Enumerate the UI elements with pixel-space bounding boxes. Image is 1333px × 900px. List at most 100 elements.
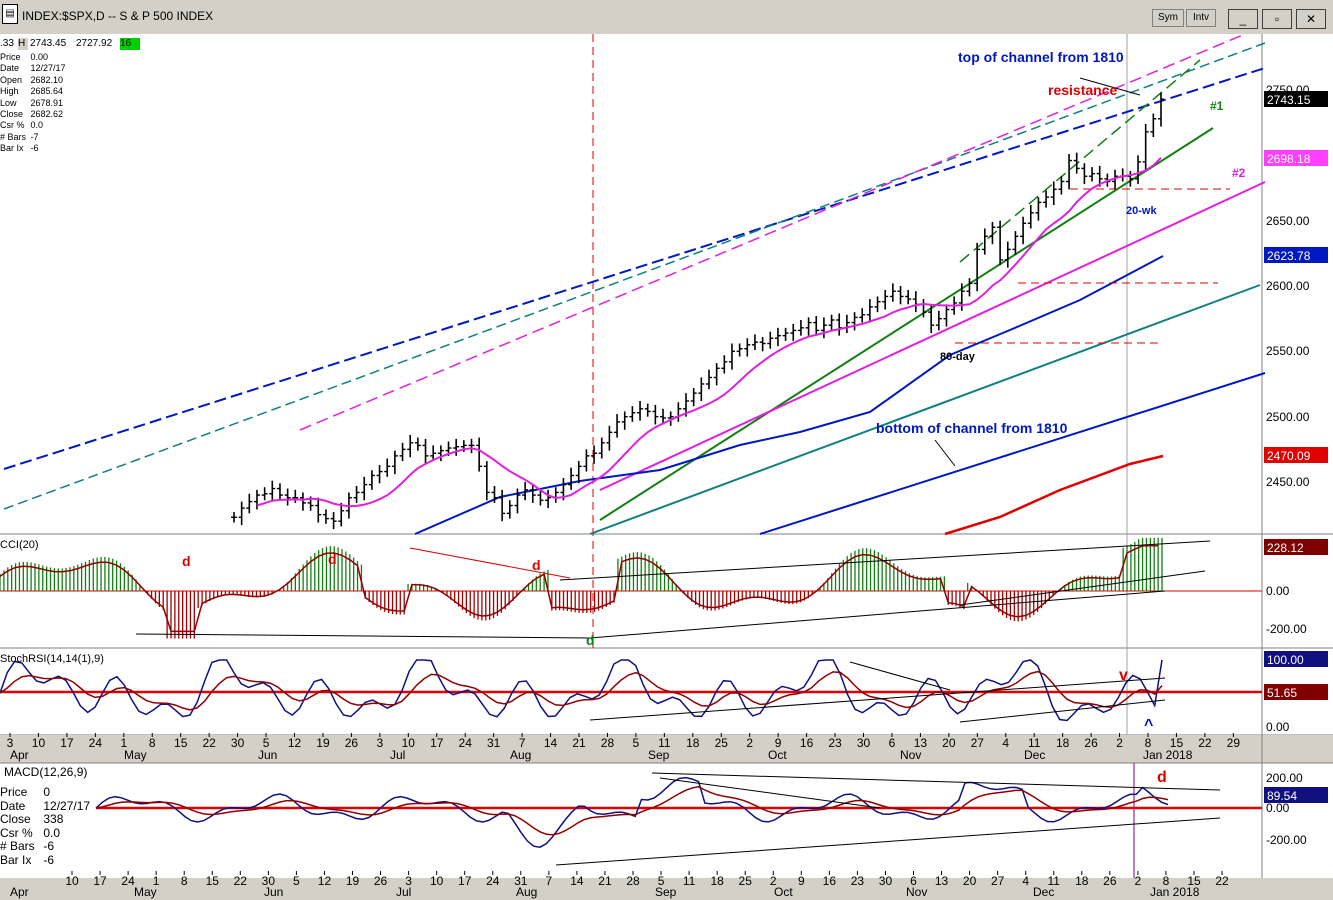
date-tick-label: 22 [202,736,216,750]
header-high-flag: H [18,38,28,50]
date-tick-label: 22 [234,874,248,888]
red-ma-flag-text: 2470.09 [1267,449,1311,463]
price-tick: 2550.00 [1266,344,1310,358]
date-tick-label: 9 [775,736,782,750]
header-high-value: 2743.45 [30,38,74,50]
macd-info-value: -6 [43,839,55,854]
month-label: May [134,885,157,899]
date-tick-label: 10 [430,874,444,888]
trend-line-1 [599,127,1214,521]
date-tick-label: 4 [1022,874,1029,888]
teal-trend-line [589,284,1261,535]
date-tick-label: 28 [601,736,615,750]
info-key: # Bars [0,131,27,142]
date-tick-label: 23 [851,874,865,888]
month-label: Jul [390,748,405,762]
cci-trend-line [409,547,571,579]
date-tick-label: 15 [174,736,188,750]
magenta-dashed-line [299,34,1246,431]
rsi-caret-marker: ^ [1144,717,1153,734]
macd-panel-title: MACD(12,26,9) [4,765,87,779]
date-tick-label: 19 [316,736,330,750]
intv-button[interactable]: Intv [1186,9,1216,27]
rsi-trend-line [849,661,951,691]
sym-button[interactable]: Sym [1152,9,1184,27]
header-low-value: 2727.92 [76,38,120,50]
date-tick-label: 2 [746,736,753,750]
date-tick-label: 18 [710,874,724,888]
macd-info-panel: Price 0 Date 12/27/17 Close 338 Csr % 0.0 # … [0,785,90,868]
month-label: Sep [648,748,670,762]
cursor-info-panel: Price 0.00 Date 12/27/17 Open 2682.10 High … [0,52,140,155]
macd-info-value: -6 [43,852,55,867]
month-label: Oct [768,748,787,762]
maximize-button[interactable]: ▫ [1262,9,1292,29]
month-label: Nov [900,748,921,762]
chart-canvas[interactable]: top of channel from 1810 resistance bott… [0,34,1333,900]
info-value: -7 [30,131,39,142]
month-label: Dec [1024,748,1045,762]
macd-date-axis: 10 17 24 1 8 15 22 30 5 12 19 26 3 10 17 24 31 7 14 21 28 5 11… [10,871,1229,899]
date-tick-label: 9 [798,874,805,888]
price-panel [0,34,1262,534]
date-tick-label: 22 [1215,874,1229,888]
bottom-channel-line [759,372,1266,535]
info-row: Low 2678.91 [0,98,140,109]
macd-info-key: Csr % [0,825,33,840]
cci-tick: 0.00 [1266,584,1290,598]
blue-ma-flag [1264,247,1328,263]
price-tick: 2450.00 [1266,475,1310,489]
close-button[interactable]: ✕ [1296,9,1326,29]
ma-20wk-line [414,255,1164,535]
info-key: Price [0,52,21,62]
date-tick-label: 16 [823,874,837,888]
info-key: Date [0,63,20,74]
macd-info-row: Csr % 0.0 [0,825,90,841]
macd-date-axis-bar [0,878,1333,900]
date-tick-label: 15 [1170,736,1184,750]
date-tick-label: 15 [1187,874,1201,888]
cci-panel-title: CCI(20) [0,539,39,551]
cci-value-flag [1264,539,1328,555]
date-tick-label: 3 [405,874,412,888]
chart-svg[interactable]: top of channel from 1810 resistance bott… [0,34,1333,900]
date-tick-label: 27 [971,736,985,750]
macd-trend-line [555,817,1221,866]
macd-info-row: # Bars -6 [0,840,90,854]
macd-info-key: Date [0,798,26,813]
date-tick-label: 8 [149,736,156,750]
date-tick-label: 10 [65,874,79,888]
chart-app-icon[interactable]: ▤ [2,4,18,24]
macd-signal-line [95,785,1169,836]
macd-tick: -200.00 [1266,833,1307,847]
macd-info-value: 0 [43,785,51,799]
annotation-pointer [934,439,956,467]
info-value: 2682.62 [30,109,64,120]
month-label: Aug [510,748,531,762]
date-tick-label: 11 [1048,874,1061,888]
macd-info-value: 338 [43,812,64,827]
date-tick-label: 4 [1002,736,1009,750]
price-tick: 2650.00 [1266,214,1310,228]
minimize-button[interactable]: _ [1228,9,1258,29]
info-value: 2682.10 [30,74,64,85]
date-tick-label: 11 [1028,736,1041,750]
price-tick: 2500.00 [1266,410,1310,424]
date-tick-label: 18 [686,736,700,750]
date-tick-label: 13 [935,874,949,888]
rsi-panel-title: StochRSI(14,14(1),9) [0,653,104,665]
date-tick-label: 26 [374,874,388,888]
date-tick-label: 18 [1075,874,1089,888]
date-tick-label: 8 [1145,736,1152,750]
date-tick-label: 5 [293,874,300,888]
date-tick-label: 24 [486,874,500,888]
cci-histogram [0,537,1163,639]
rsi-trend-line [589,677,1166,721]
date-tick-label: 5 [658,874,665,888]
cci-trend-line [589,590,1166,639]
header-green-value: 16 [120,38,140,50]
macd-tick: 0.00 [1266,801,1290,815]
date-tick-label: 2 [770,874,777,888]
date-tick-label: 8 [181,874,188,888]
date-tick-label: 8 [1163,874,1170,888]
